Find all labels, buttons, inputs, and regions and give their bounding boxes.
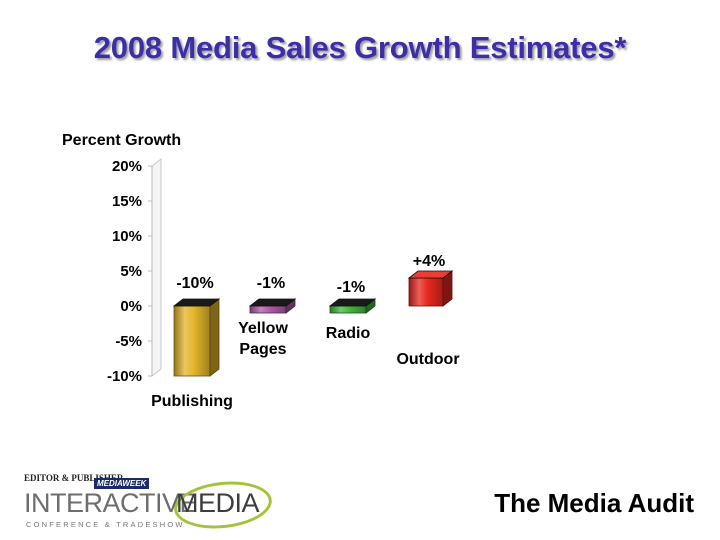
category-label-line: Yellow — [238, 320, 288, 337]
data-label-3: -1% — [337, 279, 365, 296]
bar-top-3 — [328, 298, 377, 307]
y-tick-label: -5% — [115, 333, 142, 350]
category-label-line: Radio — [326, 325, 371, 342]
logo-word-media: MEDIA — [176, 488, 260, 518]
source-label: The Media Audit — [494, 488, 694, 518]
logo-publisher-text: EDITOR & PUBLISHER — [24, 473, 124, 483]
y-tick-label: -10% — [107, 368, 142, 385]
category-label-line: Publishing — [151, 393, 233, 410]
bar-4 — [408, 277, 444, 307]
data-label-2: -1% — [257, 275, 285, 292]
category-label-3: Radio — [326, 325, 371, 342]
y-tick-label: 10% — [112, 228, 142, 245]
bar-top-2 — [248, 298, 297, 307]
bar-top-4 — [407, 270, 454, 279]
bar-top-1 — [172, 298, 221, 307]
category-label-4: Outdoor — [396, 351, 459, 368]
category-label-2: Yellow Pages — [238, 320, 288, 358]
category-label-1: Publishing — [151, 393, 233, 410]
event-logo: EDITOR & PUBLISHER MEDIAWEEK INTERACTIVE… — [24, 473, 275, 533]
logo-mediaweek-badge: MEDIAWEEK — [94, 478, 150, 489]
data-label-4: +4% — [413, 253, 445, 270]
growth-chart: 20% 15% 10% 5% 0% -5% -10% -10% Publishing -1% Yel… — [107, 157, 460, 410]
category-label-line: Outdoor — [396, 351, 459, 368]
y-axis-wall — [151, 157, 162, 378]
data-label-1: -10% — [176, 275, 213, 292]
logo-tagline: CONFERENCE & TRADESHOW — [26, 520, 185, 529]
logo-word-interactive: INTERACTIVE — [24, 488, 198, 518]
bar-1 — [173, 305, 211, 377]
bar-3 — [329, 305, 367, 314]
y-tick-label: 20% — [112, 158, 142, 175]
category-label-line: Pages — [239, 341, 286, 358]
y-axis-label: Percent Growth — [62, 132, 182, 149]
y-tick-label: 15% — [112, 193, 142, 210]
y-tick-label: 0% — [120, 298, 142, 315]
y-tick-label: 5% — [120, 263, 142, 280]
page-title: 2008 Media Sales Growth Estimates* — [93, 30, 627, 65]
bar-side-1 — [209, 298, 220, 377]
bar-2 — [249, 305, 287, 314]
